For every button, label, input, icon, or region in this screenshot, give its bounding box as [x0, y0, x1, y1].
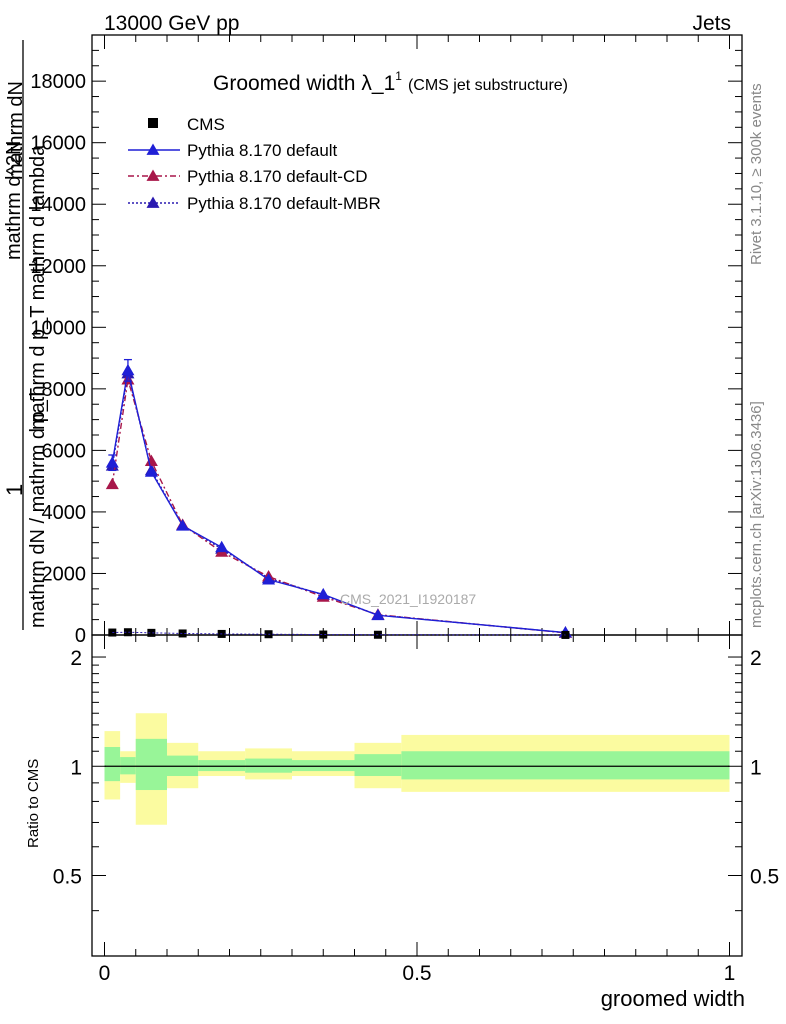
- series-line: [111, 370, 566, 634]
- y-tick-label: 4000: [42, 502, 87, 524]
- y-tick-label: 10000: [30, 317, 86, 339]
- legend-label: CMS: [187, 115, 225, 134]
- cms-data-point: [319, 630, 328, 639]
- legend-label: Pythia 8.170 default-CD: [187, 167, 368, 186]
- legend-label: Pythia 8.170 default-MBR: [187, 194, 381, 213]
- ratio-inner-band: [198, 760, 246, 772]
- cms-data-point: [123, 628, 132, 637]
- x-axis-label: groomed width: [601, 986, 745, 1011]
- series-point: [144, 465, 158, 477]
- ratio-inner-band: [292, 760, 355, 772]
- x-tick-label: 0: [99, 962, 111, 985]
- x-tick-label: 1: [724, 962, 736, 985]
- y-tick-label: 12000: [30, 256, 86, 278]
- legend-marker: [146, 169, 160, 181]
- ratio-inner-band: [135, 738, 167, 791]
- legend: CMS Pythia 8.170 default Pythia 8.170 defa…: [128, 115, 381, 213]
- series-point: [144, 454, 158, 467]
- series-point: [105, 456, 119, 468]
- cms-data-point: [147, 628, 156, 637]
- svg-text:mathrm d p_T mathrm d lambda: mathrm d p_T mathrm d lambda: [27, 144, 49, 430]
- svg-text:mathrm dN / mathrm d p_T: mathrm dN / mathrm d p_T: [27, 388, 49, 628]
- ratio-y-tick-label-right: 0.5: [750, 865, 779, 888]
- series-point: [215, 540, 229, 553]
- y-tick-label: 18000: [30, 71, 86, 93]
- y-tick-label: 2000: [42, 563, 87, 585]
- series-point: [316, 587, 330, 600]
- ratio-inner-band: [104, 747, 121, 782]
- series-point: [121, 363, 135, 376]
- series-point: [371, 608, 385, 621]
- main-series: [105, 358, 572, 639]
- main-axes: 0 2000 4000 6000 8000 10000 12000 14000 16000 180…: [30, 35, 742, 647]
- ratio-axes: 0.5 0.5 1 1 2 2 0 0.5 1: [53, 635, 779, 985]
- ratio-y-tick-label: 2: [70, 647, 82, 670]
- legend-marker-cms: [148, 118, 158, 128]
- svg-text:mathrm dN: mathrm dN: [5, 81, 27, 180]
- series-line: [111, 373, 566, 634]
- legend-marker: [146, 196, 160, 208]
- mcplots-label: mcplots.cern.ch [arXiv:1306.3436]: [748, 401, 765, 628]
- ratio-inner-band: [245, 758, 292, 773]
- legend-marker: [146, 143, 160, 155]
- series-point: [262, 573, 276, 585]
- legend-label: Pythia 8.170 default: [187, 141, 338, 160]
- ratio-y-tick-label-right: 1: [750, 756, 762, 779]
- ratio-bands: [104, 713, 730, 825]
- x-tick-label: 0.5: [402, 962, 431, 985]
- header-left-label: 13000 GeV pp: [104, 12, 239, 35]
- header-right-label: Jets: [692, 12, 731, 35]
- ratio-y-tick-label-right: 2: [750, 647, 762, 670]
- y-tick-label: 16000: [30, 133, 86, 155]
- analysis-watermark: CMS_2021_I1920187: [340, 591, 476, 607]
- cms-line: [112, 631, 566, 636]
- ratio-inner-band: [354, 754, 402, 777]
- ratio-y-tick-label: 1: [70, 756, 82, 779]
- chart-title: Groomed width λ_11(CMS jet substructure): [213, 69, 568, 95]
- ratio-plot-frame: [91, 634, 743, 957]
- cms-data-point: [178, 629, 187, 638]
- ratio-y-tick-label: 0.5: [53, 865, 82, 888]
- series-point: [176, 519, 190, 531]
- y-tick-label: 6000: [42, 440, 87, 462]
- svg-text:mathrm d^2N: mathrm d^2N: [3, 141, 25, 260]
- y-tick-label: 8000: [42, 379, 87, 401]
- series-line: [111, 379, 566, 634]
- ratio-inner-band: [401, 751, 730, 780]
- y-tick-label: 14000: [30, 194, 86, 216]
- ratio-ylabel: Ratio to CMS: [25, 759, 42, 848]
- svg-text:1: 1: [2, 484, 27, 496]
- rivet-label: Rivet 3.1.10, ≥ 300k events: [748, 83, 765, 265]
- series-point: [105, 477, 119, 490]
- main-ylabel: 1 mathrm dN / mathrm d p_T mathrm d p_T …: [2, 40, 49, 630]
- y-tick-label: 0: [75, 625, 86, 647]
